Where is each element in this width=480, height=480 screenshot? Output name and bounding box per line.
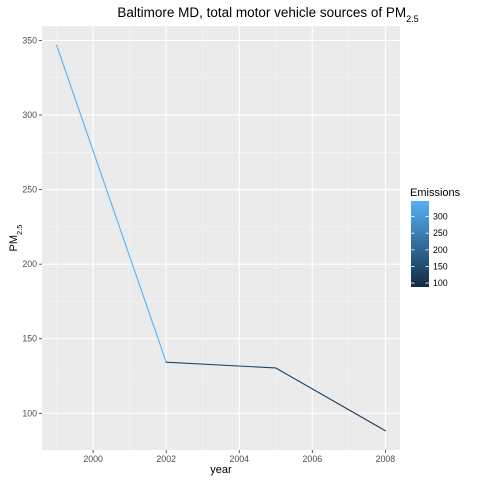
x-tick-label: 2002 [156, 454, 176, 464]
legend-tick-label: 200 [433, 245, 448, 255]
grid-minor-lines [42, 26, 400, 450]
x-axis-label: year [210, 464, 232, 476]
x-tick-label: 2000 [83, 454, 103, 464]
y-axis-label: PM2.5 [8, 225, 24, 252]
legend-tick-label: 150 [433, 261, 448, 271]
y-tick-label: 350 [22, 35, 37, 45]
legend-colorbar [411, 201, 429, 287]
y-tick-label: 200 [22, 259, 37, 269]
y-axis-ticks: 100 150 200 250 300 350 [22, 35, 42, 418]
series-line-segment [56, 44, 167, 363]
data-series [56, 44, 386, 432]
legend-ticks: 300 250 200 150 100 [411, 212, 448, 288]
x-axis-ticks: 2000 2002 2004 2006 2008 [83, 450, 395, 464]
y-tick-label: 150 [22, 334, 37, 344]
plot-panel [42, 26, 400, 450]
color-legend: Emissions 300 250 200 150 100 [410, 187, 461, 288]
series-line-segment [275, 367, 386, 432]
x-tick-label: 2004 [229, 454, 249, 464]
chart-title: Baltimore MD, total motor vehicle source… [117, 5, 418, 24]
y-tick-label: 300 [22, 110, 37, 120]
legend-tick-label: 300 [433, 212, 448, 222]
legend-tick-label: 250 [433, 228, 448, 238]
chart-title-subscript: 2.5 [406, 14, 419, 24]
y-tick-label: 100 [22, 408, 37, 418]
y-tick-label: 250 [22, 185, 37, 195]
y-axis-label-subscript: 2.5 [15, 225, 24, 235]
x-tick-label: 2006 [303, 454, 323, 464]
x-tick-label: 2008 [376, 454, 396, 464]
legend-title: Emissions [410, 187, 461, 199]
series-line-segment [165, 361, 277, 369]
grid-major-lines [42, 26, 400, 450]
legend-tick-label: 100 [433, 278, 448, 288]
